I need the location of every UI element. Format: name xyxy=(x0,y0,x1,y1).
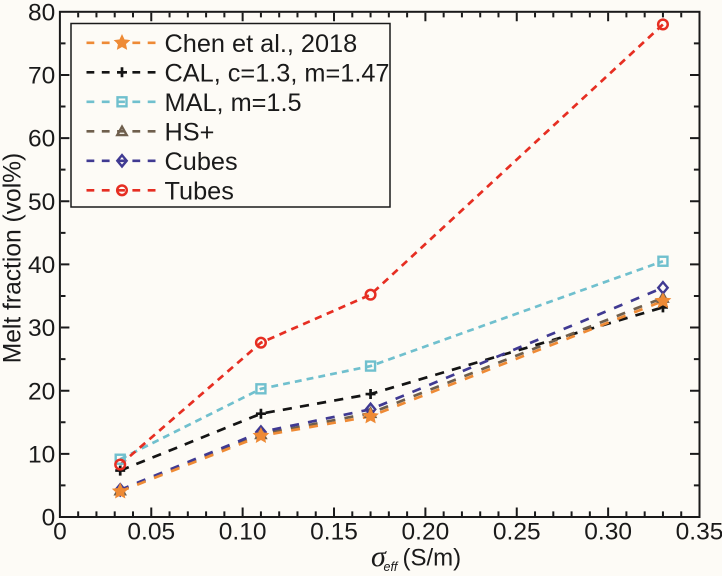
svg-text:20: 20 xyxy=(28,378,55,405)
svg-text:0.20: 0.20 xyxy=(402,519,450,546)
svg-text:10: 10 xyxy=(28,441,55,468)
svg-text:60: 60 xyxy=(28,126,55,153)
svg-text:30: 30 xyxy=(28,315,55,342)
svg-text:0: 0 xyxy=(42,505,56,532)
svg-text:70: 70 xyxy=(28,63,55,90)
svg-text:Chen et al., 2018: Chen et al., 2018 xyxy=(165,30,358,58)
svg-text:0: 0 xyxy=(53,519,67,546)
svg-text:MAL, m=1.5: MAL, m=1.5 xyxy=(165,89,302,117)
svg-text:Tubes: Tubes xyxy=(165,177,234,205)
svg-text:0.35: 0.35 xyxy=(676,519,722,546)
svg-text:HS+: HS+ xyxy=(165,118,215,146)
svg-text:CAL, c=1.3, m=1.47: CAL, c=1.3, m=1.47 xyxy=(165,59,390,87)
svg-text:σ: σ xyxy=(371,540,387,573)
svg-text:0.25: 0.25 xyxy=(493,519,541,546)
svg-text:Melt fraction (vol%): Melt fraction (vol%) xyxy=(0,153,27,363)
svg-text:50: 50 xyxy=(28,189,55,216)
svg-text:80: 80 xyxy=(28,0,55,26)
svg-text:0.10: 0.10 xyxy=(219,519,267,546)
svg-text:0.30: 0.30 xyxy=(584,519,632,546)
svg-text:Cubes: Cubes xyxy=(165,148,238,176)
svg-text:0.05: 0.05 xyxy=(127,519,175,546)
svg-text:(S/m): (S/m) xyxy=(403,545,462,572)
svg-text:eff: eff xyxy=(384,560,399,574)
svg-text:0.15: 0.15 xyxy=(310,519,358,546)
svg-text:40: 40 xyxy=(28,252,55,279)
